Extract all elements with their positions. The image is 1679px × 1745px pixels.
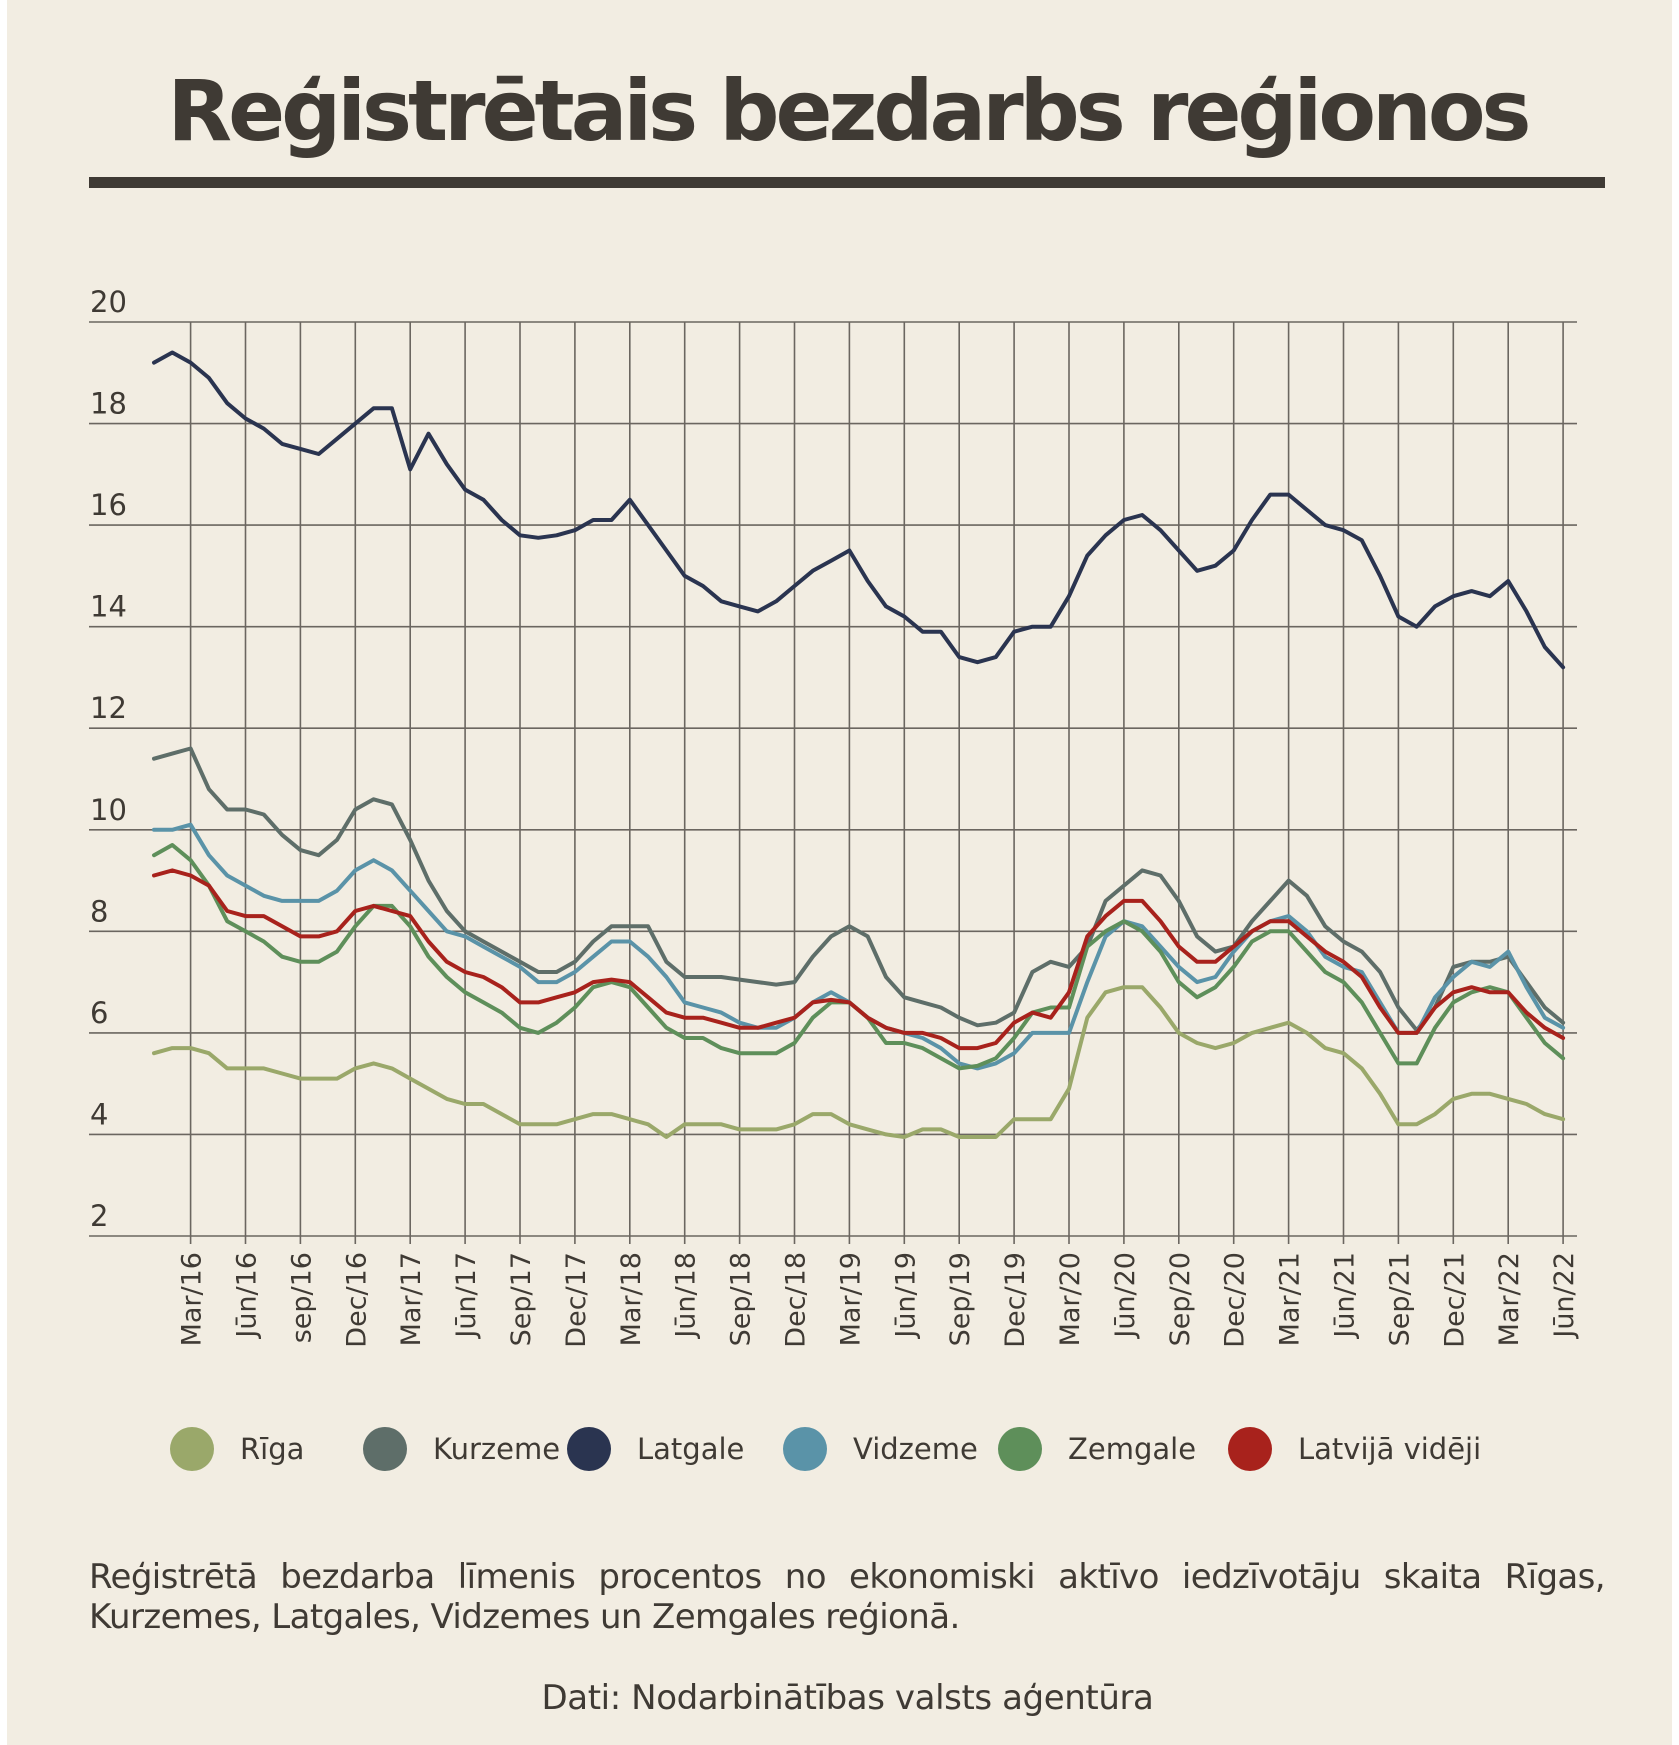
x-tick-label: Mar/19 [835, 1252, 866, 1346]
y-axis-tick-labels: 2 4 6 8 10 12 14 16 18 20 [90, 285, 127, 1233]
legend-swatch [998, 1427, 1042, 1471]
legend-swatch [363, 1427, 407, 1471]
y-tick-label: 14 [90, 590, 127, 624]
y-tick-label: 12 [90, 691, 127, 725]
x-tick-label: sep/16 [286, 1252, 317, 1343]
x-tick-label: Dec/17 [561, 1252, 592, 1348]
x-tick-label: Sep/18 [726, 1252, 757, 1346]
legend-label: Latgale [637, 1432, 745, 1466]
x-tick-label: Sep/19 [945, 1252, 976, 1346]
series-line-kurzeme [152, 746, 1566, 1033]
legend: Rīga Kurzeme Latgale Vidzeme Zemgale Latvijā … [170, 1420, 1570, 1480]
x-tick-label: Jūn/16 [232, 1252, 263, 1340]
chart-card [7, 0, 1672, 1745]
x-tick-label: Sep/20 [1165, 1252, 1196, 1346]
x-tick-label: Jūn/18 [671, 1252, 702, 1340]
x-tick-label: Jūn/21 [1330, 1252, 1361, 1340]
x-tick-label: Jūn/20 [1110, 1252, 1141, 1340]
x-tick-label: Mar/17 [396, 1252, 427, 1346]
legend-label: Kurzeme [433, 1432, 561, 1466]
x-tick-label: Dec/18 [781, 1252, 812, 1348]
series-line-latgale [152, 350, 1566, 670]
x-tick-label: Jūn/19 [890, 1252, 921, 1340]
y-tick-label: 16 [90, 488, 127, 522]
x-tick-label: Mar/22 [1494, 1252, 1525, 1346]
x-tick-label: Dec/21 [1439, 1252, 1470, 1348]
legend-label: Latvijā vidēji [1298, 1432, 1482, 1466]
x-tick-label: Mar/16 [177, 1252, 208, 1346]
series-line-zemgale [152, 843, 1566, 1071]
legend-label: Vidzeme [853, 1432, 978, 1466]
y-tick-label: 4 [90, 1097, 108, 1131]
x-tick-label: Sep/21 [1384, 1252, 1415, 1346]
source-note: Dati: Nodarbinātības valsts aģentūra [541, 1678, 1154, 1718]
chart-caption: Reģistrētā bezdarba līmenis procentos no… [89, 1557, 1606, 1637]
legend-swatch [170, 1427, 214, 1471]
y-tick-label: 18 [90, 387, 127, 421]
legend-label: Rīga [240, 1432, 305, 1466]
y-tick-label: 8 [90, 894, 108, 928]
legend-swatch [567, 1427, 611, 1471]
x-tick-label: Dec/19 [1000, 1252, 1031, 1348]
x-tick-label: Dec/16 [341, 1252, 372, 1348]
x-tick-label: Jūn/17 [451, 1252, 482, 1340]
x-tick-label: Mar/21 [1275, 1252, 1306, 1346]
y-tick-label: 2 [90, 1199, 108, 1233]
y-tick-label: 20 [90, 285, 127, 319]
legend-swatch [1228, 1427, 1272, 1471]
page-title: Reģistrētais bezdarbs reģionos [167, 62, 1531, 160]
series-lines [152, 350, 1566, 1139]
x-tick-label: Mar/20 [1055, 1252, 1086, 1346]
series-line-riga [152, 985, 1566, 1139]
legend-swatch [783, 1427, 827, 1471]
horizontal-gridlines [89, 321, 1577, 1237]
vertical-gridlines [189, 322, 1564, 1244]
title-rule [89, 177, 1605, 188]
x-tick-label: Sep/17 [506, 1252, 537, 1346]
x-tick-label: Dec/20 [1220, 1252, 1251, 1348]
y-tick-label: 6 [90, 996, 108, 1030]
legend-label: Zemgale [1068, 1432, 1197, 1466]
y-tick-label: 10 [90, 793, 127, 827]
line-chart: 2 4 6 8 10 12 14 16 18 20 Mar/16 Jūn/16 sep/16 Dec/1… [89, 285, 1580, 1348]
x-tick-label: Mar/18 [616, 1252, 647, 1346]
series-line-latvija-videji [152, 868, 1566, 1051]
x-tick-label: Jūn/22 [1549, 1252, 1580, 1340]
x-axis-tick-labels: Mar/16 Jūn/16 sep/16 Dec/16 Mar/17 Jūn/17 Sep/… [177, 1252, 1580, 1348]
